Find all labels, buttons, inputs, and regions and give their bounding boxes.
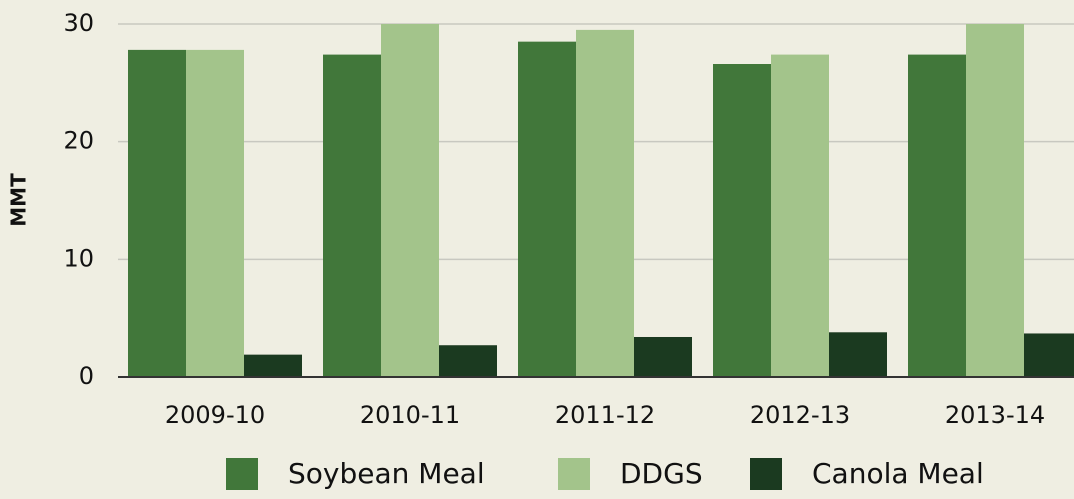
legend-swatch [226,458,258,490]
y-tick-label: 20 [63,127,94,155]
bar [576,29,634,378]
bar [829,332,887,377]
x-tick-label: 2011-12 [555,401,655,429]
legend-label: Canola Meal [812,457,984,490]
bar [128,49,186,378]
bar [244,354,302,377]
y-tick-label: 10 [63,244,94,272]
bar [634,336,692,377]
y-axis-label: MMT [7,173,31,227]
bar [439,345,497,377]
bar [518,41,576,378]
x-tick-label: 2010-11 [360,401,460,429]
legend-label: Soybean Meal [288,457,485,490]
bar [381,24,439,377]
x-tick-label: 2012-13 [750,401,850,429]
bar [771,54,829,378]
bar [713,64,771,378]
x-tick-label: 2009-10 [165,401,265,429]
legend-label: DDGS [620,457,703,490]
bar [966,24,1024,377]
legend-swatch [750,458,782,490]
y-tick-label: 30 [63,9,94,37]
bar [323,54,381,378]
bar [908,54,966,378]
x-tick-label: 2013-14 [945,401,1045,429]
bar [1024,333,1074,377]
bar [186,49,244,378]
y-tick-label: 0 [79,362,94,390]
legend-swatch [558,458,590,490]
